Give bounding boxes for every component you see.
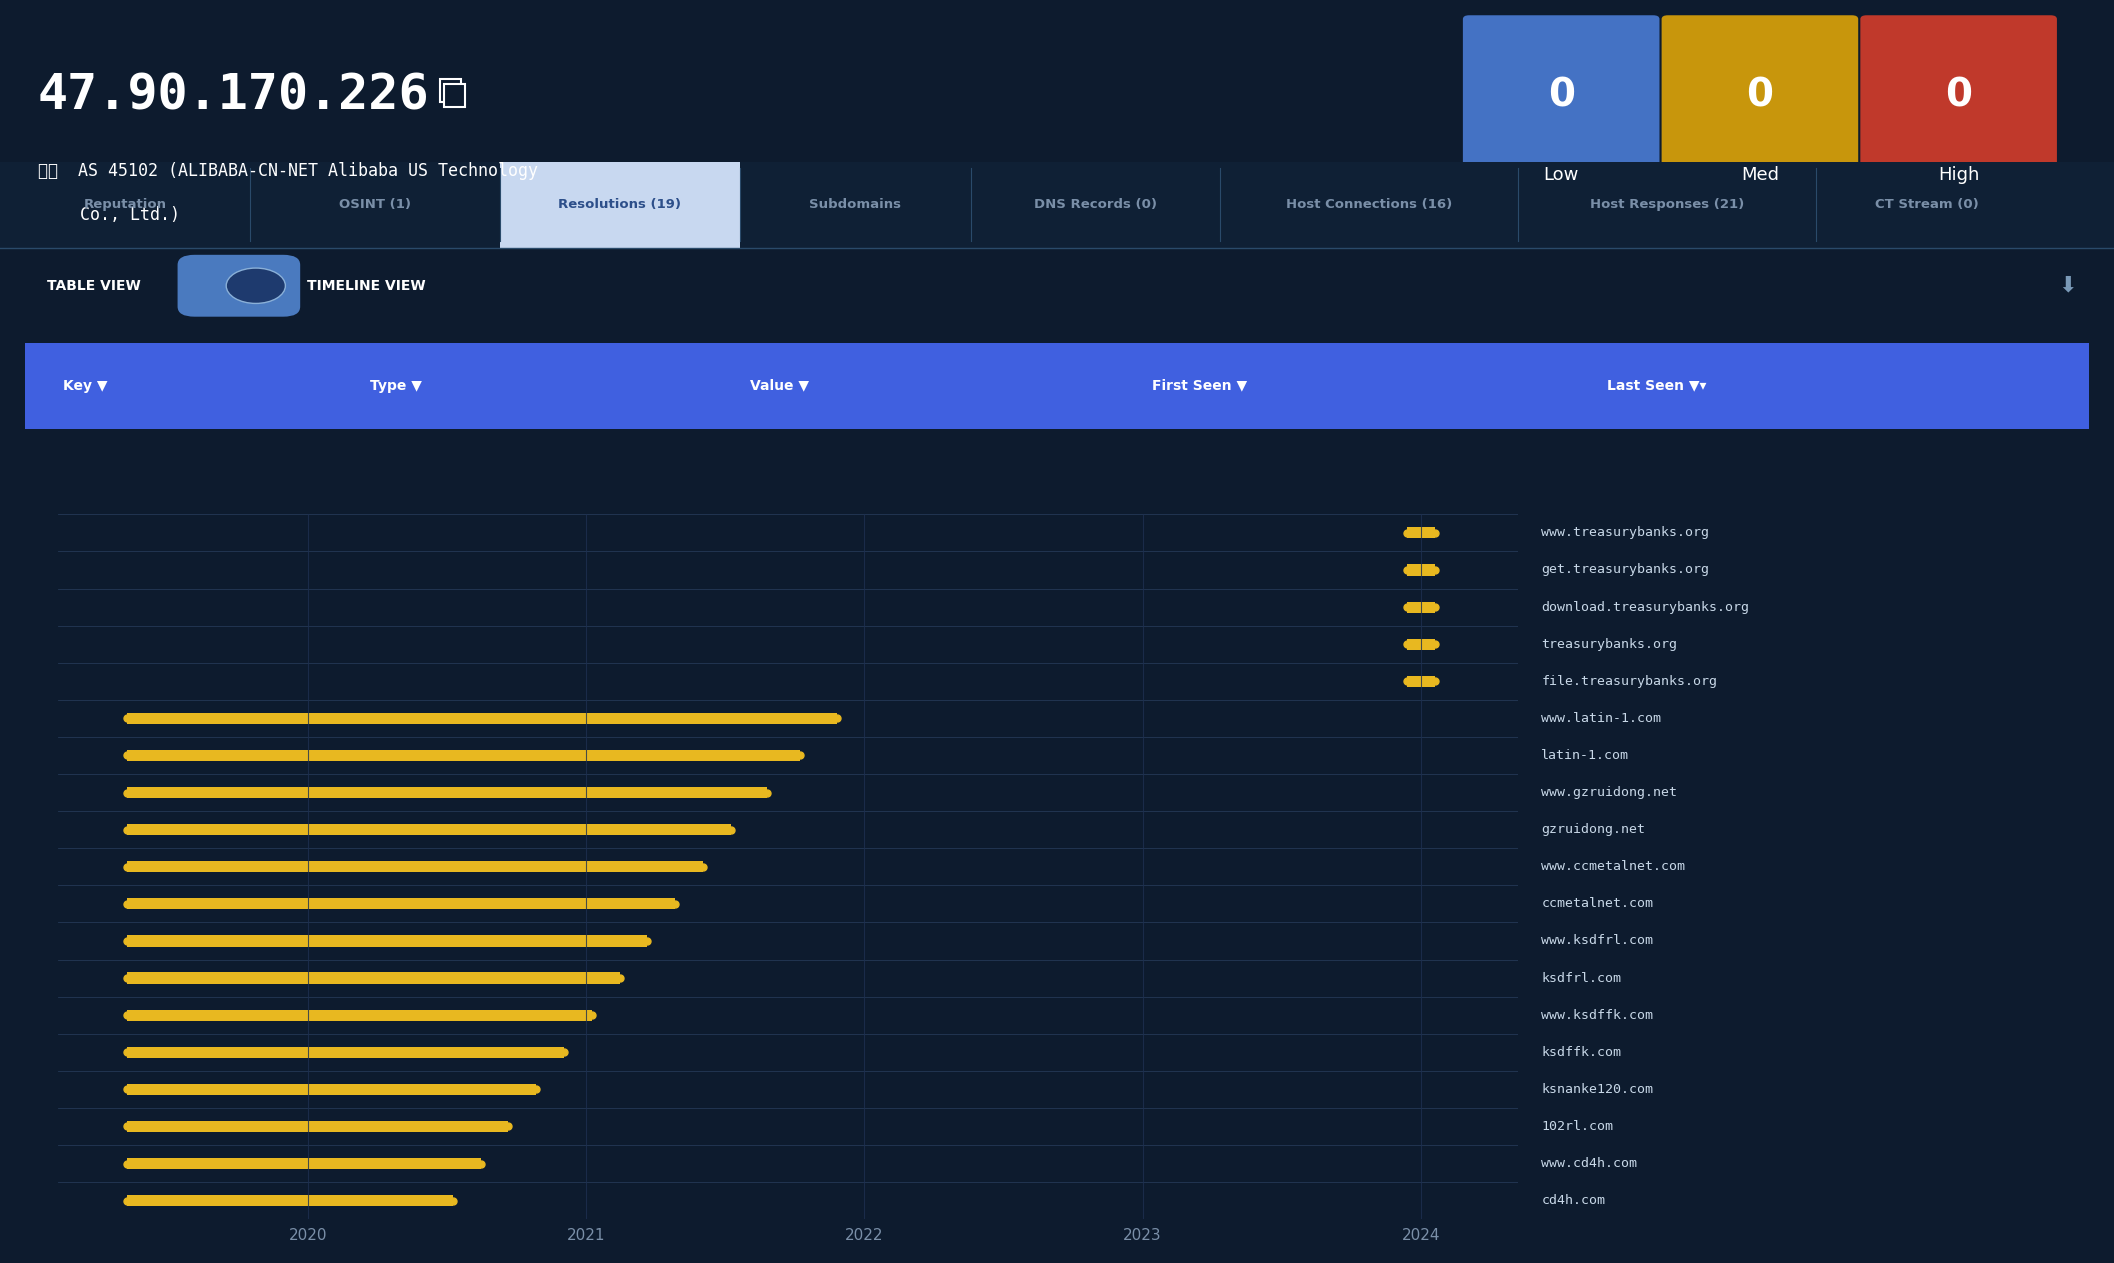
FancyBboxPatch shape [1463,15,1659,222]
Bar [127,973,619,984]
Text: ksdfrl.com: ksdfrl.com [1541,971,1621,985]
Bar [1408,601,1435,613]
Text: OSINT (1): OSINT (1) [338,198,410,211]
Text: cd4h.com: cd4h.com [1541,1194,1605,1207]
Text: CT Stream (0): CT Stream (0) [1875,198,1979,211]
Text: www.treasurybanks.org: www.treasurybanks.org [1541,527,1710,539]
Text: Subdomains: Subdomains [810,198,901,211]
Bar [1408,528,1435,538]
Text: www.gzruidong.net: www.gzruidong.net [1541,786,1676,799]
Text: treasurybanks.org: treasurybanks.org [1541,638,1676,650]
Bar [127,1120,507,1132]
Bar [127,1009,592,1021]
Text: 0: 0 [1746,76,1774,114]
Text: Low: Low [1543,165,1579,184]
Text: 47.90.170.226: 47.90.170.226 [38,71,429,119]
Bar [1408,639,1435,649]
Text: ccmetalnet.com: ccmetalnet.com [1541,898,1653,911]
Bar [1408,676,1435,687]
Text: 0: 0 [1945,76,1972,114]
Text: www.ccmetalnet.com: www.ccmetalnet.com [1541,860,1685,873]
Text: Co., Ltd.): Co., Ltd.) [80,206,180,225]
FancyBboxPatch shape [1860,15,2057,222]
Text: Host Connections (16): Host Connections (16) [1285,198,1452,211]
Bar [127,898,674,909]
Bar [440,78,461,101]
Bar [0,162,2114,248]
Text: Type ▼: Type ▼ [370,379,423,393]
Bar [25,342,2089,428]
Text: Key ▼: Key ▼ [63,379,108,393]
Text: Last Seen ▼▾: Last Seen ▼▾ [1607,379,1706,393]
Bar [127,936,647,946]
FancyBboxPatch shape [1662,15,1858,222]
Text: ksnanke120.com: ksnanke120.com [1541,1082,1653,1096]
Text: www.ksdffk.com: www.ksdffk.com [1541,1009,1653,1022]
Text: DNS Records (0): DNS Records (0) [1034,198,1156,211]
Text: Value ▼: Value ▼ [750,379,810,393]
Text: ⬇: ⬇ [2059,275,2076,296]
Circle shape [226,268,285,303]
Bar [127,861,704,873]
Text: Reputation: Reputation [82,198,167,211]
Text: www.latin-1.com: www.latin-1.com [1541,712,1662,725]
Bar [127,1195,452,1206]
FancyBboxPatch shape [178,255,300,317]
Text: www.cd4h.com: www.cd4h.com [1541,1157,1638,1170]
Bar [127,1047,564,1058]
Text: TIMELINE VIEW: TIMELINE VIEW [307,279,425,293]
Bar [127,823,731,835]
Bar [127,712,837,724]
Text: download.treasurybanks.org: download.treasurybanks.org [1541,601,1748,614]
Bar [444,83,465,106]
Bar [499,162,740,248]
Text: TABLE VIEW: TABLE VIEW [47,279,140,293]
Bar [127,787,767,798]
Text: latin-1.com: latin-1.com [1541,749,1630,762]
Text: file.treasurybanks.org: file.treasurybanks.org [1541,674,1717,688]
Text: Resolutions (19): Resolutions (19) [558,198,681,211]
Text: ksdffk.com: ksdffk.com [1541,1046,1621,1058]
Bar [1408,565,1435,576]
Text: get.treasurybanks.org: get.treasurybanks.org [1541,563,1710,576]
Text: 102rl.com: 102rl.com [1541,1120,1613,1133]
Bar [127,1084,537,1095]
Text: www.ksdfrl.com: www.ksdfrl.com [1541,935,1653,947]
Text: 🇨🇳  AS 45102 (ALIBABA-CN-NET Alibaba US Technology: 🇨🇳 AS 45102 (ALIBABA-CN-NET Alibaba US T… [38,163,539,181]
Bar [127,1158,480,1170]
Text: 0: 0 [1547,76,1575,114]
Text: Med: Med [1742,165,1778,184]
Text: First Seen ▼: First Seen ▼ [1152,379,1247,393]
Text: High: High [1939,165,1979,184]
Bar [127,750,801,762]
Text: Host Responses (21): Host Responses (21) [1590,198,1744,211]
Text: gzruidong.net: gzruidong.net [1541,823,1645,836]
